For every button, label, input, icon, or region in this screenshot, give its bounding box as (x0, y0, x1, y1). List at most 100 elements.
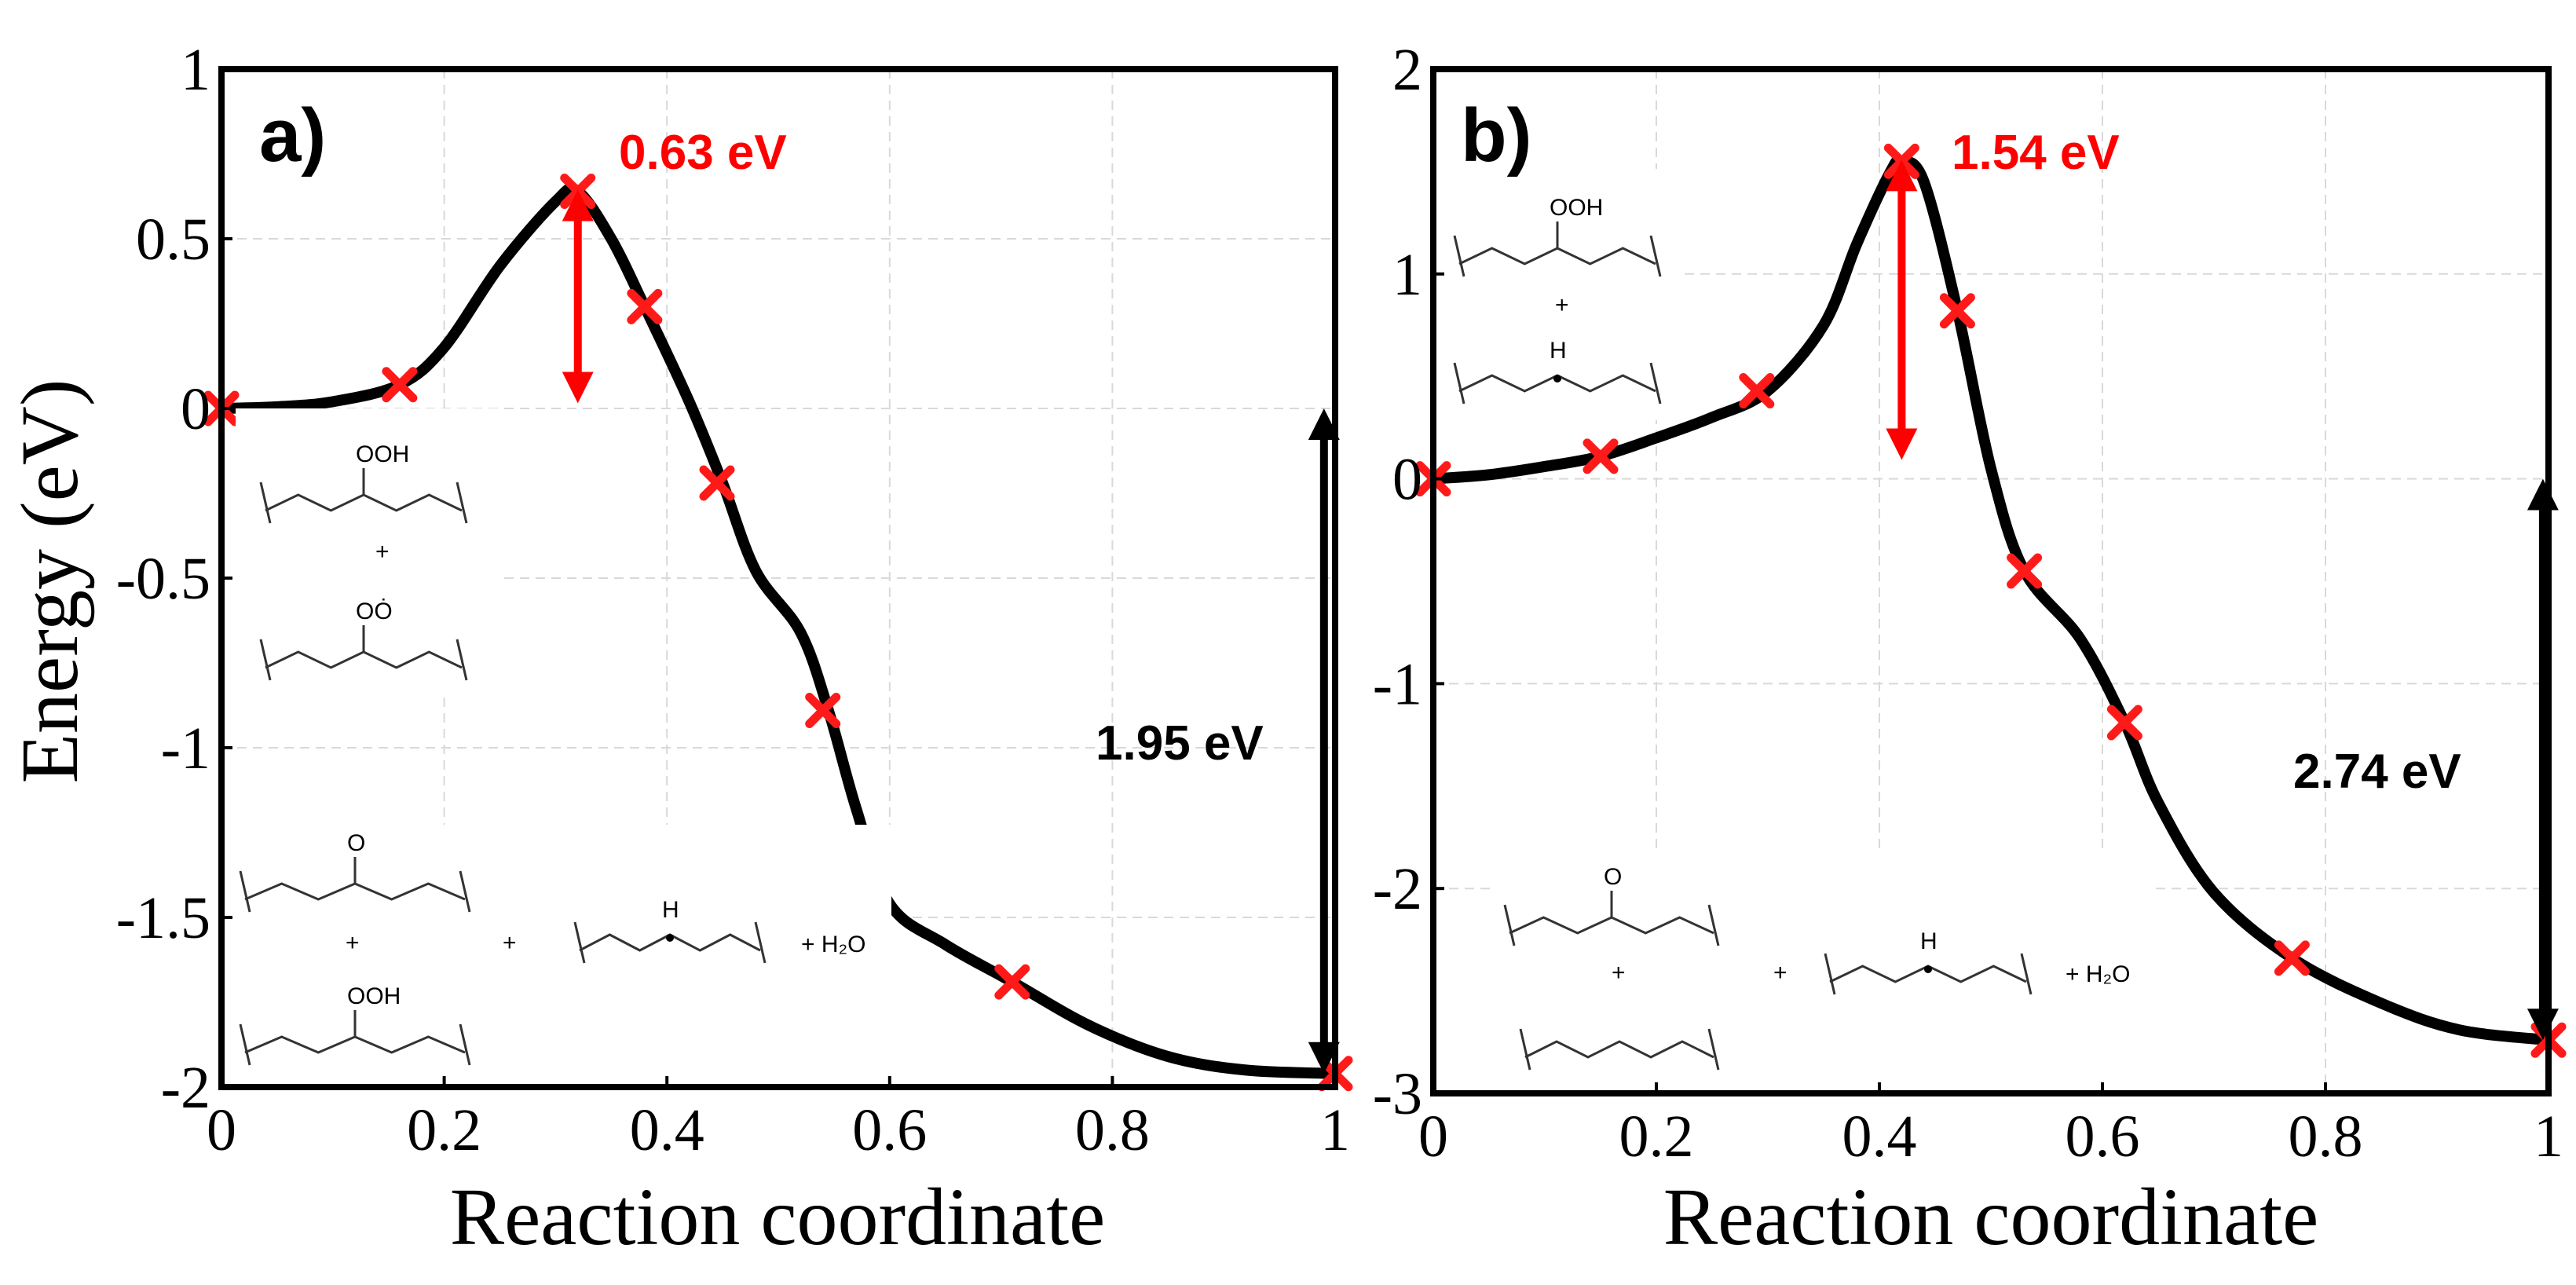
panel-b-frame (1430, 66, 2552, 1096)
panel-a-xtick-label-3: 0.6 (852, 1097, 927, 1163)
struct-b-alkane-bracket-right (1707, 1028, 1720, 1071)
structure-a-products-bg (232, 825, 891, 1084)
panel-b-xtick-label-4: 0.8 (2289, 1104, 2363, 1170)
struct-b-plus-3: + (1773, 960, 1787, 986)
panel-a-marker-3 (627, 288, 663, 324)
panel-a-xtick-label-4: 0.8 (1075, 1097, 1150, 1163)
panel-b-ticks: 0 0.2 0.4 0.6 0.8 1 2 1 0 -1 -2 -3 (1373, 37, 2563, 1170)
panel-b-xtick-label-5: 1 (2534, 1104, 2563, 1170)
panel-b-x-axis-label: Reaction coordinate (1663, 1172, 2319, 1262)
panel-b: OOH + H O + + H + H₂O 0 0.2 0.4 0.6 0.8 1 2 1 0 -1 -2 -3 b… (1373, 37, 2567, 1262)
panel-b-marker-1 (1583, 438, 1619, 474)
struct-b-radical2-dot (1924, 965, 1932, 973)
panel-a-marker-1-stroke-b (382, 367, 418, 403)
struct-b-radical-bracket-left (1453, 362, 1465, 405)
panel-b-reaction-energy-label: 2.74 eV (2293, 745, 2461, 799)
panel-a-arrows (562, 189, 1340, 1074)
panel-a-energy-curve (216, 182, 1341, 1079)
panel-b-xtick-label-3: 0.6 (2066, 1104, 2140, 1170)
struct-a-oo-bracket-left (259, 639, 272, 681)
panel-b-marker-5-stroke-b (2007, 553, 2043, 589)
panel-b-ytick-label-1: 1 (1392, 242, 1422, 308)
struct-b-ooh-bracket-left (1453, 235, 1465, 277)
panel-a-barrier-label: 0.63 eV (619, 126, 787, 180)
panel-a-marker-6-stroke-b (994, 964, 1030, 1000)
struct-a-ooh2-bracket-left (239, 1023, 251, 1066)
struct-b-radical2-bracket-right (2020, 953, 2033, 995)
panel-a-xtick-label-5: 1 (1320, 1097, 1350, 1163)
panel-b-ytick-label-2: 0 (1392, 447, 1422, 513)
panel-b-marker-6 (2106, 705, 2142, 741)
panel-b-marker-7 (2274, 940, 2310, 976)
panel-b-ytick-label-5: -3 (1373, 1061, 1422, 1127)
panel-b-marker-4-stroke-b (1939, 293, 1975, 329)
panel-b-arrows (1886, 159, 2559, 1041)
panel-b-barrier-label: 1.54 eV (1952, 126, 2120, 180)
struct-b-ketone-label: O (1604, 864, 1622, 890)
panel-b-xtick-label-0: 0 (1418, 1104, 1448, 1170)
panel-a-xtick-label-0: 0 (207, 1097, 236, 1163)
panel-a-reaction-energy-label: 1.95 eV (1096, 716, 1264, 771)
panel-a-ytick-label-4: -1 (161, 716, 210, 782)
struct-a-ooh-bracket-left (259, 481, 272, 524)
panel-b-ytick-label-3: -1 (1373, 651, 1422, 717)
panel-a-ytick-label-5: -1.5 (116, 885, 210, 951)
panel-b-marker-2-stroke-b (1739, 372, 1775, 408)
struct-a-water-label: + H₂O (801, 932, 866, 957)
struct-b-ketone-bracket-left (1503, 904, 1516, 946)
panel-a-marker-6 (994, 964, 1030, 1000)
struct-b-radical-dot (1553, 375, 1561, 383)
struct-a-radical-bracket-right (754, 921, 767, 964)
struct-a-ketone-label: O (347, 830, 365, 856)
struct-b-radical-label: H (1550, 338, 1567, 364)
panel-a-curve-group (216, 182, 1341, 1079)
struct-b-plus-2: + (1612, 960, 1626, 986)
panel-a-ytick-label-3: -0.5 (116, 546, 210, 612)
panel-a-marker-3-stroke-b (627, 288, 663, 324)
struct-a-plus-1: + (375, 539, 390, 565)
panel-b-xtick-label-1: 0.2 (1619, 1104, 1694, 1170)
struct-a-ketone-bracket-right (459, 870, 471, 913)
struct-b-ketone-bracket-right (1707, 904, 1720, 946)
panel-a-ytick-label-6: -2 (161, 1055, 210, 1121)
panel-a-marker-5-stroke-b (805, 692, 841, 728)
struct-b-water-label: + H₂O (2066, 961, 2131, 987)
struct-a-ooh-bracket-right (456, 481, 468, 524)
panel-a-y-axis-label: Energy (eV) (5, 379, 95, 784)
panel-b-label: b) (1461, 93, 1532, 178)
struct-b-radical2-label: H (1920, 928, 1937, 954)
struct-a-radical-bracket-left (573, 921, 586, 964)
struct-b-alkane-chain (1524, 1040, 1714, 1059)
struct-a-plus-3: + (503, 930, 517, 956)
panel-a-ytick-label-0: 1 (181, 37, 210, 103)
panel-a-xtick-label-1: 0.2 (407, 1097, 481, 1163)
struct-a-ketone-bracket-left (239, 870, 251, 913)
struct-a-ooh-label: OOH (356, 441, 409, 467)
panel-a: OOH + OȮ O + OOH + H + H₂O 0 0.2 0.4 0.6 0.8 1 1 0.5 0 -0… (5, 37, 1353, 1262)
panel-a-ticks: 0 0.2 0.4 0.6 0.8 1 1 0.5 0 -0.5 -1 -1.5 -2 (116, 37, 1350, 1163)
struct-b-alkane-bracket-left (1519, 1028, 1531, 1071)
structure-b-products-bg (1492, 848, 2152, 1084)
struct-a-plus-2: + (346, 930, 360, 956)
struct-b-ooh-label: OOH (1550, 195, 1603, 221)
panel-b-ytick-label-0: 2 (1392, 37, 1422, 103)
panel-b-ytick-label-4: -2 (1373, 856, 1422, 922)
panel-a-marker-4 (699, 465, 735, 501)
panel-a-ytick-label-2: 0 (181, 376, 210, 442)
panel-b-marker-5 (2007, 553, 2043, 589)
panel-b-marker-6-stroke-b (2106, 705, 2142, 741)
struct-b-ooh-bracket-right (1649, 235, 1662, 277)
struct-a-radical-dot (666, 934, 674, 942)
panel-a-marker-4-stroke-b (699, 465, 735, 501)
panel-b-marker-1-stroke-b (1583, 438, 1619, 474)
panel-b-xtick-label-2: 0.4 (1842, 1104, 1917, 1170)
panel-a-x-axis-label: Reaction coordinate (450, 1172, 1106, 1262)
panel-a-structures: OOH + OȮ O + OOH + H + H₂O (232, 408, 891, 1084)
struct-a-ooh2-bracket-right (459, 1023, 471, 1066)
struct-b-radical2-bracket-left (1824, 953, 1836, 995)
panel-a-marker-1 (382, 367, 418, 403)
panel-b-marker-2 (1739, 372, 1775, 408)
panel-a-ytick-label-1: 0.5 (136, 207, 210, 273)
struct-b-plus-1: + (1555, 292, 1569, 318)
